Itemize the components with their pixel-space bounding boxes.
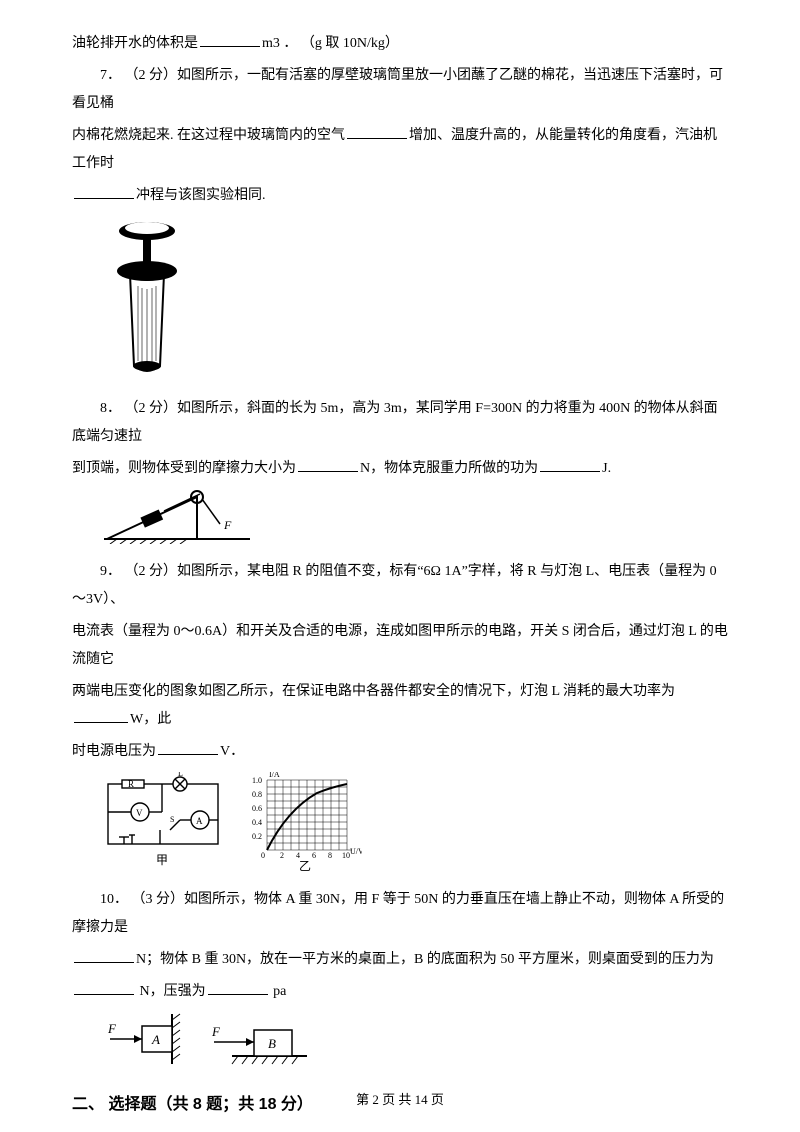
svg-text:8: 8 xyxy=(328,851,332,860)
blank xyxy=(158,741,218,755)
blank xyxy=(74,949,134,963)
q9-line3: 两端电压变化的图象如图乙所示，在保证电路中各器件都安全的情况下，灯泡 L 消耗的… xyxy=(72,678,728,734)
blank xyxy=(74,709,128,723)
q9-line4: 时电源电压为V． xyxy=(72,738,728,766)
svg-text:I/A: I/A xyxy=(269,772,280,779)
svg-text:10: 10 xyxy=(342,851,350,860)
q8-line1: 8． （2 分）如图所示，斜面的长为 5m，高为 3m，某同学用 F=300N … xyxy=(72,395,728,451)
q7-line2: 内棉花燃烧起来. 在这过程中玻璃筒内的空气增加、温度升高的，从能量转化的角度看，… xyxy=(72,122,728,178)
svg-text:0.4: 0.4 xyxy=(252,818,262,827)
q6-pre: 油轮排开水的体积是 xyxy=(72,36,198,51)
svg-text:V: V xyxy=(136,808,143,818)
page-footer: 第 2 页 共 14 页 xyxy=(0,1089,800,1108)
q7-figure xyxy=(102,216,728,381)
blank xyxy=(347,125,407,139)
svg-text:U/V: U/V xyxy=(350,847,362,856)
q10-line1: 10． （3 分）如图所示，物体 A 重 30N，用 F 等于 50N 的力垂直… xyxy=(72,886,728,942)
svg-text:0: 0 xyxy=(261,851,265,860)
svg-text:F: F xyxy=(107,1021,117,1036)
q9-line1: 9． （2 分）如图所示，某电阻 R 的阻值不变，标有“6Ω 1A”字样，将 R… xyxy=(72,558,728,614)
q6-tail: 油轮排开水的体积是 m3 ． （g 取 10N/kg） xyxy=(72,30,728,58)
svg-text:2: 2 xyxy=(280,851,284,860)
svg-text:R: R xyxy=(128,779,134,789)
svg-text:1.0: 1.0 xyxy=(252,776,262,785)
q9-line2: 电流表（量程为 0～0.6A）和开关及合适的电源，连成如图甲所示的电路，开关 S… xyxy=(72,618,728,674)
blank xyxy=(74,981,134,995)
q10-figure: A F B F xyxy=(102,1012,728,1072)
svg-text:B: B xyxy=(268,1036,276,1051)
svg-text:0.6: 0.6 xyxy=(252,804,262,813)
svg-text:甲: 甲 xyxy=(156,853,168,867)
q7-line3: 冲程与该图实验相同. xyxy=(72,182,728,210)
q10-line2: N；物体 B 重 30N，放在一平方米的桌面上，B 的底面积为 50 平方厘米，… xyxy=(72,946,728,974)
q8-line2: 到顶端，则物体受到的摩擦力大小为N，物体克服重力所做的功为J. xyxy=(72,455,728,483)
svg-text:F: F xyxy=(223,518,232,532)
q7-line1: 7． （2 分）如图所示，一配有活塞的厚壁玻璃筒里放一小团蘸了乙醚的棉花，当迅速… xyxy=(72,62,728,118)
blank xyxy=(540,458,600,472)
blank xyxy=(298,458,358,472)
svg-text:S: S xyxy=(170,815,174,824)
svg-text:乙: 乙 xyxy=(299,859,311,872)
svg-text:A: A xyxy=(196,816,203,826)
q9-figure: R L V A S 甲 xyxy=(102,772,728,872)
blank xyxy=(200,33,260,47)
svg-text:A: A xyxy=(151,1032,160,1047)
svg-text:L: L xyxy=(178,772,183,778)
svg-text:0.8: 0.8 xyxy=(252,790,262,799)
svg-text:0.2: 0.2 xyxy=(252,832,262,841)
q8-figure: F xyxy=(102,489,728,544)
blank xyxy=(74,185,134,199)
svg-text:6: 6 xyxy=(312,851,316,860)
svg-text:F: F xyxy=(211,1024,221,1039)
q10-line3: N，压强为 pa xyxy=(72,978,728,1006)
blank xyxy=(208,981,268,995)
q6-post: m3 ． （g 取 10N/kg） xyxy=(262,36,399,51)
